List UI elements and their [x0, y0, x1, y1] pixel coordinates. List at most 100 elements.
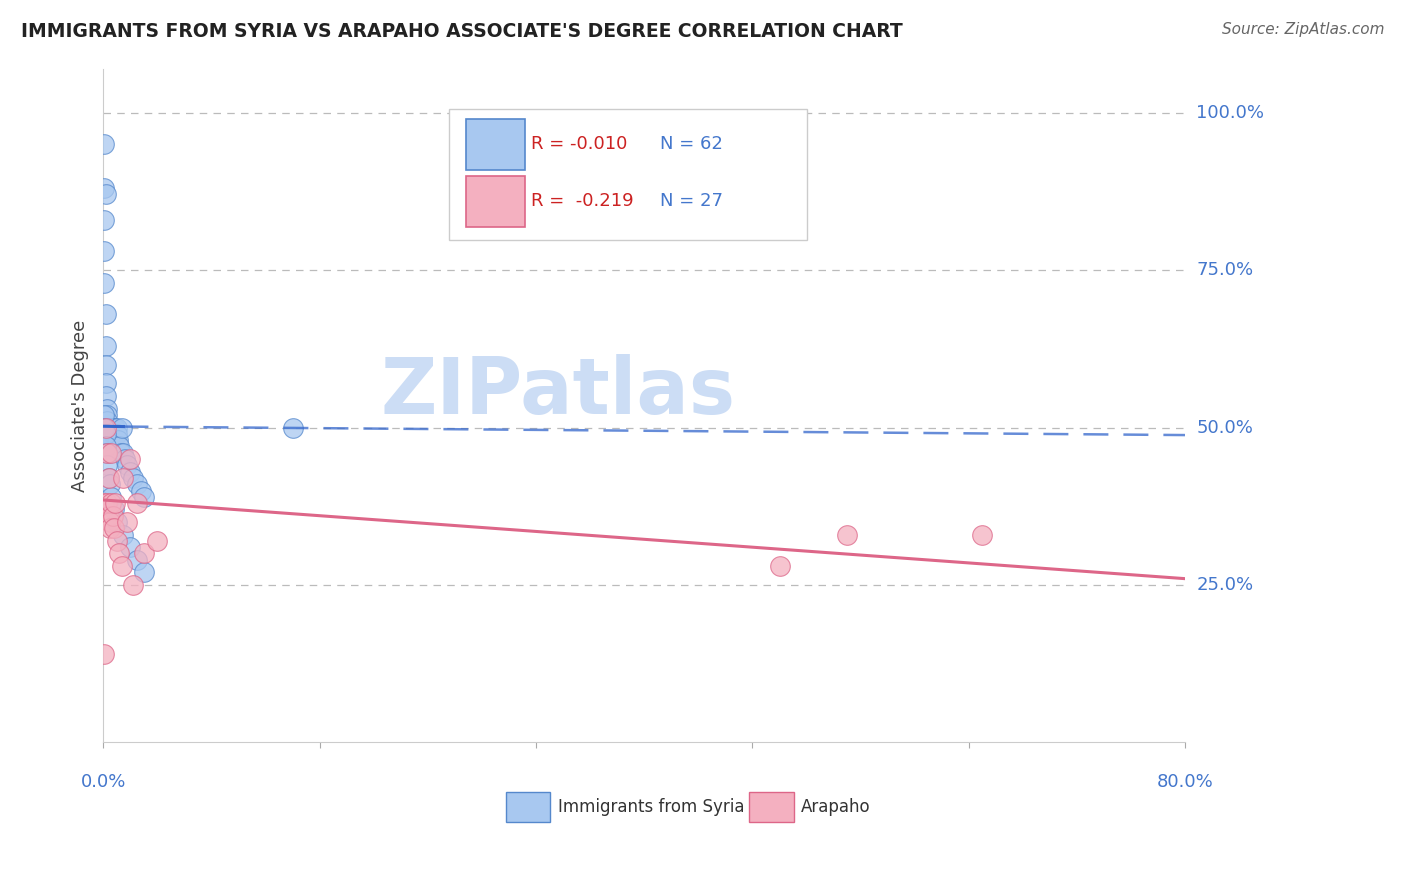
Text: R = -0.010: R = -0.010 [530, 135, 627, 153]
Text: 50.0%: 50.0% [1197, 418, 1253, 436]
Point [108, 439, 131, 453]
Text: N = 62: N = 62 [661, 135, 723, 153]
Point [94, 338, 117, 352]
Point [125, 496, 148, 510]
Point [125, 477, 148, 491]
FancyBboxPatch shape [450, 109, 807, 240]
Point [104, 420, 127, 434]
FancyBboxPatch shape [465, 177, 526, 227]
Point [96, 446, 118, 460]
Point [104, 426, 127, 441]
Point [281, 420, 304, 434]
Point [103, 521, 125, 535]
Point [114, 452, 136, 467]
Point [117, 515, 139, 529]
Point [94, 187, 117, 202]
Text: R =  -0.219: R = -0.219 [530, 193, 633, 211]
Point [96, 458, 118, 473]
Point [108, 546, 131, 560]
Point [120, 465, 142, 479]
Point [111, 559, 134, 574]
Point [96, 446, 118, 460]
Text: Source: ZipAtlas.com: Source: ZipAtlas.com [1222, 22, 1385, 37]
Point [98, 521, 121, 535]
Point [110, 446, 132, 460]
Point [97, 508, 120, 523]
Point [94, 439, 117, 453]
Point [100, 433, 122, 447]
Point [98, 426, 121, 441]
Point [105, 426, 128, 441]
Text: 0.0%: 0.0% [80, 773, 125, 791]
Point [96, 496, 118, 510]
Point [122, 578, 145, 592]
Point [100, 446, 122, 460]
Point [120, 540, 142, 554]
Y-axis label: Associate's Degree: Associate's Degree [72, 319, 89, 491]
Point [93, 408, 115, 422]
FancyBboxPatch shape [749, 792, 793, 822]
Point [100, 496, 122, 510]
Point [101, 508, 124, 523]
Point [97, 439, 120, 453]
Point [93, 137, 115, 152]
Point [97, 420, 120, 434]
Point [104, 496, 127, 510]
Text: 100.0%: 100.0% [1197, 103, 1264, 121]
Point [93, 244, 115, 259]
Point [97, 446, 120, 460]
Point [105, 515, 128, 529]
Point [112, 471, 135, 485]
Point [105, 420, 128, 434]
Point [103, 420, 125, 434]
Point [96, 426, 118, 441]
Point [111, 420, 134, 434]
Text: 75.0%: 75.0% [1197, 261, 1254, 279]
Point [129, 483, 152, 498]
Point [132, 566, 155, 580]
Point [100, 426, 122, 441]
Point [105, 533, 128, 548]
Text: Arapaho: Arapaho [801, 798, 870, 816]
Point [98, 515, 121, 529]
Point [93, 420, 115, 434]
Point [101, 426, 124, 441]
Point [132, 490, 155, 504]
Point [94, 358, 117, 372]
Point [98, 433, 121, 447]
Point [103, 502, 125, 516]
Point [112, 527, 135, 541]
Point [93, 276, 115, 290]
FancyBboxPatch shape [506, 792, 550, 822]
Text: IMMIGRANTS FROM SYRIA VS ARAPAHO ASSOCIATE'S DEGREE CORRELATION CHART: IMMIGRANTS FROM SYRIA VS ARAPAHO ASSOCIA… [21, 22, 903, 41]
Point [112, 446, 135, 460]
Point [97, 433, 120, 447]
Point [96, 401, 118, 416]
Point [97, 471, 120, 485]
Point [120, 452, 142, 467]
Text: 80.0%: 80.0% [1157, 773, 1213, 791]
Point [96, 420, 118, 434]
Point [94, 307, 117, 321]
Point [93, 212, 115, 227]
Point [146, 533, 169, 548]
Point [122, 471, 145, 485]
Point [96, 414, 118, 428]
Text: 25.0%: 25.0% [1197, 576, 1254, 594]
Point [101, 420, 124, 434]
Text: Immigrants from Syria: Immigrants from Syria [558, 798, 744, 816]
Text: ZIPatlas: ZIPatlas [380, 354, 735, 430]
Point [107, 433, 129, 447]
Point [125, 553, 148, 567]
Point [96, 408, 118, 422]
Point [94, 426, 117, 441]
Point [93, 647, 115, 661]
Point [972, 527, 994, 541]
Text: N = 27: N = 27 [661, 193, 724, 211]
Point [93, 496, 115, 510]
Point [100, 490, 122, 504]
Point [98, 477, 121, 491]
Point [98, 420, 121, 434]
Point [103, 426, 125, 441]
Point [94, 420, 117, 434]
